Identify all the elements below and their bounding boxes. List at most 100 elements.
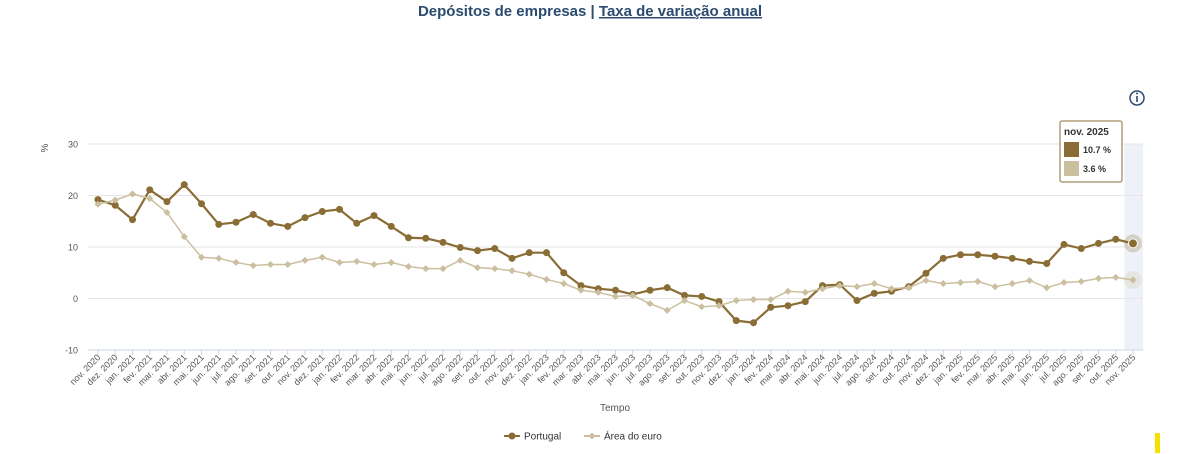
y-axis-label: %: [40, 143, 51, 152]
point: [439, 238, 447, 246]
corner-mark: [1155, 433, 1160, 453]
point: [266, 260, 275, 269]
point: [577, 282, 585, 290]
point: [336, 205, 343, 213]
point: [680, 297, 689, 305]
point: [301, 214, 309, 222]
point: [1043, 259, 1051, 267]
point: [732, 297, 740, 305]
point: [1043, 284, 1051, 292]
point: [301, 256, 309, 264]
point: [836, 282, 844, 290]
point: [353, 257, 361, 265]
point: [681, 291, 688, 299]
series-0: [94, 181, 1142, 327]
legend-marker: [508, 432, 516, 440]
point: [784, 302, 792, 310]
point: [922, 276, 930, 285]
y-tick-label: 0: [73, 294, 78, 304]
point: [422, 265, 430, 273]
point: [1094, 274, 1103, 282]
point: [284, 222, 292, 230]
point: [439, 265, 447, 273]
point: [1008, 254, 1016, 262]
point: [663, 284, 671, 292]
point: [646, 286, 654, 294]
point: [128, 190, 137, 198]
point: [853, 297, 861, 305]
point: [870, 280, 878, 288]
point: [1112, 273, 1120, 281]
point: [146, 195, 154, 203]
point: [284, 260, 292, 269]
point: [525, 249, 533, 257]
point: [543, 249, 550, 257]
tooltip-swatch: [1064, 161, 1079, 176]
point: [853, 283, 861, 291]
point: [474, 247, 481, 255]
point: [180, 181, 188, 189]
point: [663, 306, 671, 314]
point: [577, 286, 585, 294]
point: [767, 303, 775, 311]
chart-title: Depósitos de empresas | Taxa de variação…: [418, 3, 762, 20]
point: [353, 219, 361, 227]
point: [249, 262, 257, 270]
title-text: Depósitos de empresas |: [418, 3, 599, 20]
point: [612, 286, 619, 294]
point: [698, 303, 706, 311]
point: [491, 245, 499, 253]
tooltip: nov. 2025 10.7 % 3.6 %: [1059, 120, 1123, 183]
point: [956, 278, 965, 287]
point: [801, 288, 809, 296]
point: [198, 200, 205, 208]
point: [905, 284, 913, 292]
point: [267, 219, 274, 227]
point: [404, 263, 413, 271]
point: [801, 298, 809, 306]
point: [974, 251, 982, 259]
point: [611, 292, 620, 300]
point: [318, 253, 326, 261]
point: [129, 216, 136, 224]
point: [560, 280, 568, 288]
point: [1060, 240, 1068, 248]
point: [715, 298, 723, 306]
title-link[interactable]: Taxa de variação anual: [599, 3, 762, 20]
tooltip-title: nov. 2025: [1064, 127, 1109, 138]
point: [922, 269, 930, 277]
point: [991, 252, 999, 260]
point: [870, 289, 878, 297]
tooltip-value: 10.7 %: [1083, 145, 1111, 155]
point: [939, 254, 947, 262]
info-icon[interactable]: [1129, 90, 1145, 106]
tooltip-swatch: [1064, 142, 1079, 157]
point: [1008, 280, 1016, 288]
point: [163, 208, 171, 217]
point: [94, 200, 102, 208]
point: [111, 201, 119, 209]
point: [1026, 257, 1033, 265]
tooltip-value: 3.6 %: [1083, 164, 1106, 174]
point: [887, 285, 896, 293]
point: [818, 285, 827, 293]
point: [163, 198, 171, 206]
point: [594, 285, 602, 293]
point: [491, 265, 499, 273]
point: [542, 275, 551, 283]
y-tick-label: 20: [68, 191, 78, 201]
point: [456, 256, 464, 264]
point: [1025, 276, 1034, 285]
point: [1060, 278, 1068, 287]
point: [560, 269, 568, 277]
point: [405, 234, 412, 242]
point: [698, 292, 706, 300]
point: [749, 295, 758, 304]
point: [232, 218, 240, 226]
point: [1128, 238, 1138, 249]
point: [1077, 277, 1085, 286]
point: [594, 288, 602, 296]
point: [111, 196, 119, 204]
y-tick-label: 10: [68, 243, 78, 253]
point: [422, 234, 430, 242]
